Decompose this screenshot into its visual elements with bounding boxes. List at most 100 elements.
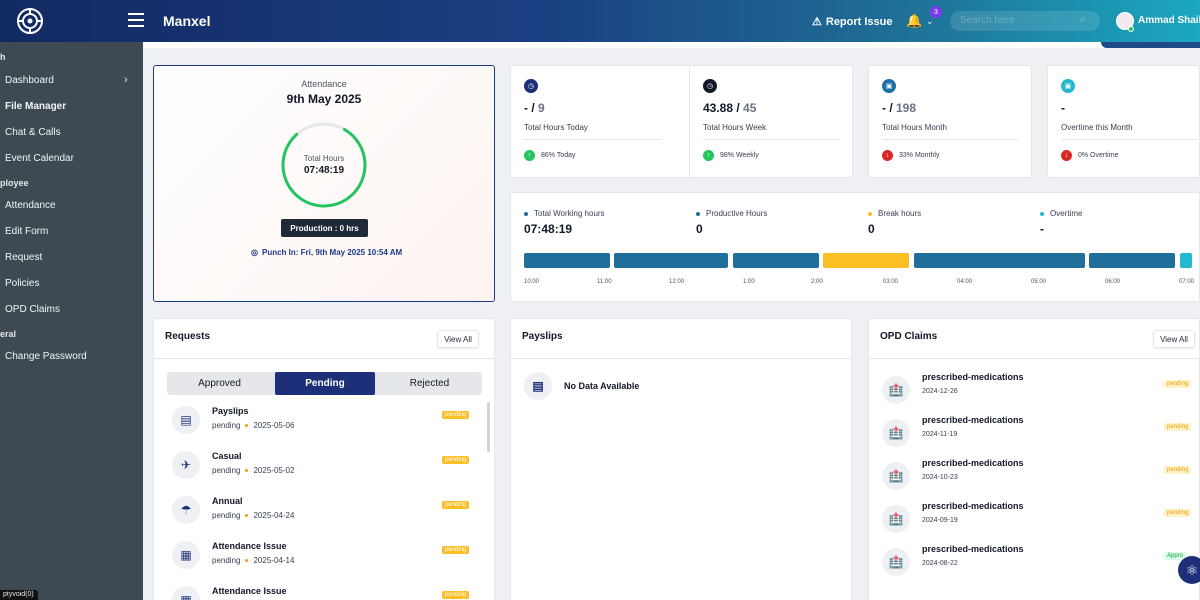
floating-help-button[interactable]: ⚛ bbox=[1178, 556, 1200, 584]
stat-label: Overtime this Month bbox=[1061, 123, 1133, 132]
list-item[interactable]: 🏥 prescribed-medications 2024-08-22 Appr… bbox=[882, 544, 1200, 584]
stat-trend: ↓ 33% Monthly bbox=[882, 150, 939, 161]
sidebar-item-chat-calls[interactable]: Chat & Calls bbox=[5, 127, 61, 138]
stat-value: 43.88 / 45 bbox=[703, 101, 757, 115]
search-icon[interactable]: ⌕ bbox=[1080, 13, 1087, 25]
timeline-segment-work bbox=[1089, 253, 1175, 268]
sidebar-item-policies[interactable]: Policies bbox=[5, 278, 40, 289]
arrow-up-icon: ↑ bbox=[524, 150, 535, 161]
status-badge: pending bbox=[442, 591, 470, 599]
timeline-tick: 10:00 bbox=[524, 279, 540, 285]
beach-umbrella-icon: ☂ bbox=[172, 496, 200, 524]
tab-rejected[interactable]: Rejected bbox=[409, 378, 450, 389]
list-item[interactable]: ▦ Attendance Issue pending 2025-04-14 pen… bbox=[172, 541, 482, 581]
opd-claims-card: OPD Claims View All 🏥 prescribed-medicat… bbox=[868, 318, 1200, 600]
sidebar-item-opd-claims[interactable]: OPD Claims bbox=[5, 304, 61, 315]
timeline-tick: 1:00 bbox=[743, 279, 755, 285]
list-item[interactable]: ▦ Attendance Issue pending bbox=[172, 586, 482, 600]
tab-pending[interactable]: Pending bbox=[275, 372, 375, 395]
payslips-card: Payslips ▤ No Data Available bbox=[510, 318, 852, 600]
sidebar-section-employee: ployee bbox=[0, 178, 29, 188]
stat-card-week: ◷ 43.88 / 45 Total Hours Week ↑ 98% Weekl… bbox=[689, 65, 853, 178]
list-item[interactable]: 🏥 prescribed-medications 2024-12-26 pend… bbox=[882, 372, 1200, 412]
chevron-right-icon[interactable]: › bbox=[124, 74, 128, 86]
stat-trend: ↑ 86% Today bbox=[524, 150, 576, 161]
sidebar-item-event-calendar[interactable]: Event Calendar bbox=[5, 153, 74, 164]
hospital-icon: 🏥 bbox=[882, 376, 910, 404]
traveler-icon: ✈ bbox=[172, 451, 200, 479]
scrollbar[interactable] bbox=[487, 402, 490, 452]
status-badge: pending bbox=[442, 546, 470, 554]
calendar-icon: ▦ bbox=[172, 541, 200, 569]
list-item[interactable]: 🏥 prescribed-medications 2024-11-19 pend… bbox=[882, 415, 1200, 455]
opd-view-all-button[interactable]: View All bbox=[1153, 330, 1195, 348]
report-issue-button[interactable]: ⚠ Report Issue bbox=[812, 15, 893, 29]
status-url-tag: ptyvoid(0) bbox=[0, 590, 38, 600]
clock-icon: ◷ bbox=[703, 79, 717, 93]
requests-view-all-button[interactable]: View All bbox=[437, 330, 479, 348]
timeline-segment-overtime bbox=[1180, 253, 1192, 268]
divider bbox=[511, 358, 851, 359]
avatar[interactable] bbox=[1116, 12, 1134, 30]
divider bbox=[703, 139, 839, 140]
status-badge: Appro bbox=[1164, 552, 1187, 560]
tab-approved[interactable]: Approved bbox=[198, 378, 241, 389]
list-item[interactable]: ☂ Annual pending 2025-04-24 pending bbox=[172, 496, 482, 536]
calendar-icon: ▦ bbox=[172, 586, 200, 600]
list-item[interactable]: ✈ Casual pending 2025-05-02 pending bbox=[172, 451, 482, 491]
sidebar-item-change-password[interactable]: Change Password bbox=[5, 351, 87, 362]
timeline-tick: 2:00 bbox=[811, 279, 823, 285]
sidebar-section-main: h bbox=[0, 52, 6, 62]
sidebar-item-attendance[interactable]: Attendance bbox=[5, 200, 56, 211]
work-col-total: Total Working hours 07:48:19 bbox=[524, 209, 605, 236]
divider bbox=[882, 139, 1018, 140]
list-item[interactable]: ▤ Payslips pending 2025-05-06 pending bbox=[172, 406, 482, 446]
sidebar-item-edit-form[interactable]: Edit Form bbox=[5, 226, 49, 237]
work-col-overtime: Overtime - bbox=[1040, 209, 1083, 236]
calendar-icon: ▣ bbox=[1061, 79, 1075, 93]
arrow-down-icon: ↓ bbox=[1061, 150, 1072, 161]
menu-toggle-icon[interactable] bbox=[128, 13, 144, 27]
hospital-icon: 🏥 bbox=[882, 419, 910, 447]
logo-icon bbox=[17, 8, 43, 34]
chevron-down-icon[interactable]: ⌄ bbox=[926, 16, 934, 26]
stat-label: Total Hours Week bbox=[703, 123, 766, 132]
stat-label: Total Hours Today bbox=[524, 123, 588, 132]
bell-icon[interactable]: 🔔 bbox=[906, 13, 923, 28]
timeline-segment-work bbox=[524, 253, 610, 268]
list-item[interactable]: 🏥 prescribed-medications 2024-09-19 pend… bbox=[882, 501, 1200, 541]
notification-badge: 3 bbox=[930, 6, 942, 18]
status-badge: pending bbox=[442, 501, 470, 509]
sidebar: h Dashboard › File Manager Chat & Calls … bbox=[0, 42, 143, 600]
sidebar-item-dashboard[interactable]: Dashboard bbox=[5, 75, 54, 86]
ring-value: 07:48:19 bbox=[303, 165, 345, 176]
sidebar-item-file-manager[interactable]: File Manager bbox=[5, 101, 67, 112]
requests-card: Requests View All Approved Pending Rejec… bbox=[153, 318, 495, 600]
document-icon: ▤ bbox=[172, 406, 200, 434]
divider bbox=[154, 358, 494, 359]
app-title: Manxel bbox=[163, 13, 211, 29]
stat-card-month: ▣ - / 198 Total Hours Month ↓ 33% Monthly bbox=[868, 65, 1032, 178]
work-col-productive: Productive Hours 0 bbox=[696, 209, 768, 236]
list-item[interactable]: 🏥 prescribed-medications 2024-10-23 pend… bbox=[882, 458, 1200, 498]
status-badge: pending bbox=[1164, 423, 1192, 431]
arrow-up-icon: ↑ bbox=[703, 150, 714, 161]
hospital-icon: 🏥 bbox=[882, 462, 910, 490]
no-data-message: ▤ No Data Available bbox=[524, 372, 639, 400]
production-badge: Production : 0 hrs bbox=[281, 219, 368, 237]
punch-in-text: Punch In: Fri, 9th May 2025 10:54 AM bbox=[261, 248, 403, 257]
timeline-segment-work bbox=[733, 253, 819, 268]
search-input[interactable]: Search here bbox=[950, 11, 1100, 31]
sidebar-item-request[interactable]: Request bbox=[5, 252, 43, 263]
calendar-icon: ▣ bbox=[882, 79, 896, 93]
warning-icon: ⚠ bbox=[812, 16, 822, 28]
app-logo[interactable] bbox=[0, 0, 60, 42]
hours-progress-ring bbox=[281, 122, 367, 208]
working-hours-card: Total Working hours 07:48:19 Productive … bbox=[510, 192, 1200, 302]
status-badge: pending bbox=[1164, 509, 1192, 517]
stat-label: Total Hours Month bbox=[882, 123, 947, 132]
arrow-down-icon: ↓ bbox=[882, 150, 893, 161]
timeline-tick: 04:00 bbox=[957, 279, 973, 285]
stat-value: - / 9 bbox=[524, 101, 545, 115]
user-name[interactable]: Ammad Shaikh bbox=[1138, 15, 1200, 26]
